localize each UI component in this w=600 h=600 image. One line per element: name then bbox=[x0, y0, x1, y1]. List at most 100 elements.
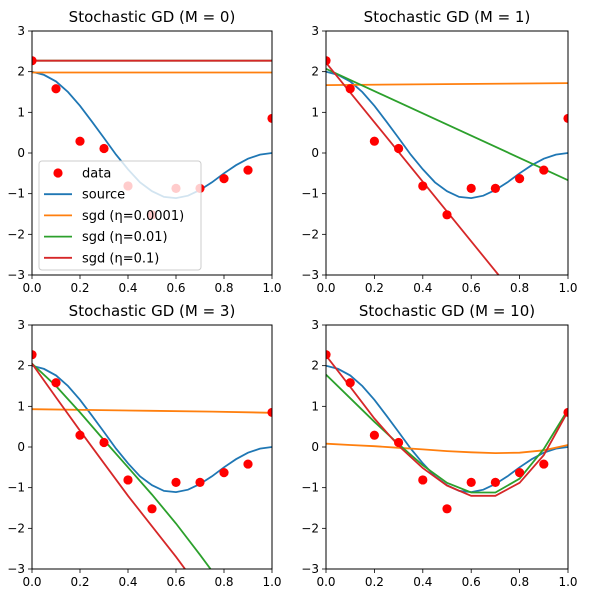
y-tick-label: −3 bbox=[301, 562, 319, 576]
data-point bbox=[267, 407, 272, 418]
subplot-2: Stochastic GD (M = 1) 0.0 0.2 0.4 0.6 0.8 1.0 3… bbox=[301, 8, 577, 295]
data-point bbox=[490, 183, 500, 193]
data-point bbox=[75, 136, 85, 146]
x-tick-label: 0.0 bbox=[22, 281, 41, 295]
data-point bbox=[171, 477, 181, 487]
legend-label: data bbox=[82, 167, 111, 182]
data-point bbox=[418, 181, 428, 191]
x-tick-label: 0.6 bbox=[166, 281, 185, 295]
x-tick-label: 0.2 bbox=[70, 575, 89, 589]
x-tick-label: 0.4 bbox=[413, 281, 432, 295]
x-tick-label: 1.0 bbox=[262, 281, 281, 295]
data-point bbox=[219, 468, 229, 478]
chart-title: Stochastic GD (M = 1) bbox=[364, 8, 531, 26]
axes-frame bbox=[325, 324, 569, 570]
subplot-3: Stochastic GD (M = 3) 0.0 0.2 0.4 0.6 0.8 1.0 3… bbox=[7, 302, 281, 589]
data-point bbox=[394, 437, 404, 448]
data-point bbox=[369, 430, 379, 440]
data-point bbox=[515, 174, 525, 184]
data-point bbox=[75, 430, 85, 440]
data-point bbox=[99, 437, 109, 448]
y-tick-label: −1 bbox=[301, 187, 319, 201]
y-tick-label: −3 bbox=[7, 562, 25, 576]
y-tick-label: −1 bbox=[301, 481, 319, 495]
x-tick-label: 0.8 bbox=[510, 281, 529, 295]
data-point bbox=[563, 407, 568, 418]
data-point bbox=[563, 113, 568, 124]
legend-label: sgd (η=0.0001) bbox=[82, 209, 184, 224]
axes-frame bbox=[325, 30, 569, 276]
x-tick-label: 0.6 bbox=[462, 281, 481, 295]
data-point bbox=[394, 143, 404, 154]
x-tick-label: 0.2 bbox=[365, 281, 384, 295]
y-tick-label: 0 bbox=[311, 440, 319, 454]
y-tick-label: 3 bbox=[311, 318, 319, 332]
x-tick-label: 0.4 bbox=[413, 575, 432, 589]
axes-frame bbox=[31, 30, 273, 276]
y-tick-label: 1 bbox=[17, 399, 25, 413]
sgd-line-1 bbox=[32, 408, 272, 414]
y-tick-label: −2 bbox=[7, 521, 25, 535]
y-tick-label: 1 bbox=[17, 105, 25, 119]
x-tick-label: 0.6 bbox=[462, 575, 481, 589]
data-point bbox=[442, 504, 452, 514]
x-tick-label: 0.0 bbox=[316, 575, 335, 589]
y-tick-label: −3 bbox=[7, 268, 25, 282]
subplot-4: Stochastic GD (M = 10) 0.0 0.2 0.4 0.6 0.8 1.0… bbox=[301, 302, 577, 589]
data-point bbox=[466, 477, 476, 487]
data-point bbox=[326, 350, 331, 360]
data-point bbox=[195, 477, 205, 487]
chart-title: Stochastic GD (M = 0) bbox=[69, 8, 236, 26]
data-point bbox=[219, 174, 229, 184]
data-point bbox=[243, 459, 253, 469]
y-tick-label: 2 bbox=[311, 359, 319, 373]
data-point bbox=[99, 143, 109, 154]
legend-label: sgd (η=0.1) bbox=[82, 251, 159, 266]
data-point bbox=[243, 165, 253, 175]
y-tick-label: 0 bbox=[17, 440, 25, 454]
sgd-line-3 bbox=[32, 363, 187, 569]
y-tick-label: 2 bbox=[17, 65, 25, 79]
y-tick-label: −1 bbox=[7, 187, 25, 201]
source-line bbox=[326, 70, 568, 200]
legend-label: source bbox=[82, 188, 125, 203]
y-tick-label: −2 bbox=[7, 227, 25, 241]
x-tick-label: 0.0 bbox=[22, 575, 41, 589]
y-tick-label: 1 bbox=[311, 105, 319, 119]
data-point bbox=[442, 210, 452, 220]
data-point bbox=[51, 84, 61, 94]
sgd-line-2 bbox=[326, 373, 568, 494]
legend-box bbox=[38, 160, 202, 271]
data-point bbox=[539, 165, 549, 175]
y-tick-label: −3 bbox=[301, 268, 319, 282]
y-tick-label: −2 bbox=[301, 227, 319, 241]
x-tick-label: 0.8 bbox=[510, 575, 529, 589]
data-point bbox=[490, 477, 500, 487]
data-point bbox=[32, 350, 37, 360]
x-tick-label: 0.2 bbox=[365, 575, 384, 589]
sgd-line-1 bbox=[326, 442, 568, 455]
y-tick-label: −2 bbox=[301, 521, 319, 535]
x-tick-label: 0.4 bbox=[118, 281, 137, 295]
x-tick-label: 0.6 bbox=[166, 575, 185, 589]
legend-label: sgd (η=0.01) bbox=[82, 230, 168, 245]
y-tick-label: 0 bbox=[17, 146, 25, 160]
data-point bbox=[539, 459, 549, 469]
y-tick-label: 0 bbox=[311, 146, 319, 160]
source-line bbox=[32, 364, 272, 494]
data-point bbox=[147, 504, 157, 514]
legend: data source sgd (η=0.0001) sgd (η=0.01) sgd … bbox=[38, 160, 202, 271]
y-tick-label: 1 bbox=[311, 399, 319, 413]
data-point bbox=[369, 136, 379, 146]
plot-area bbox=[32, 350, 272, 569]
chart-title: Stochastic GD (M = 10) bbox=[359, 302, 535, 320]
y-tick-label: −1 bbox=[7, 481, 25, 495]
sgd-line-3 bbox=[326, 354, 568, 497]
x-tick-label: 1.0 bbox=[558, 575, 577, 589]
data-point bbox=[32, 56, 37, 66]
legend-marker bbox=[53, 168, 63, 178]
data-point bbox=[123, 475, 133, 485]
y-tick-label: 2 bbox=[17, 359, 25, 373]
sgd-line-2 bbox=[32, 362, 212, 569]
